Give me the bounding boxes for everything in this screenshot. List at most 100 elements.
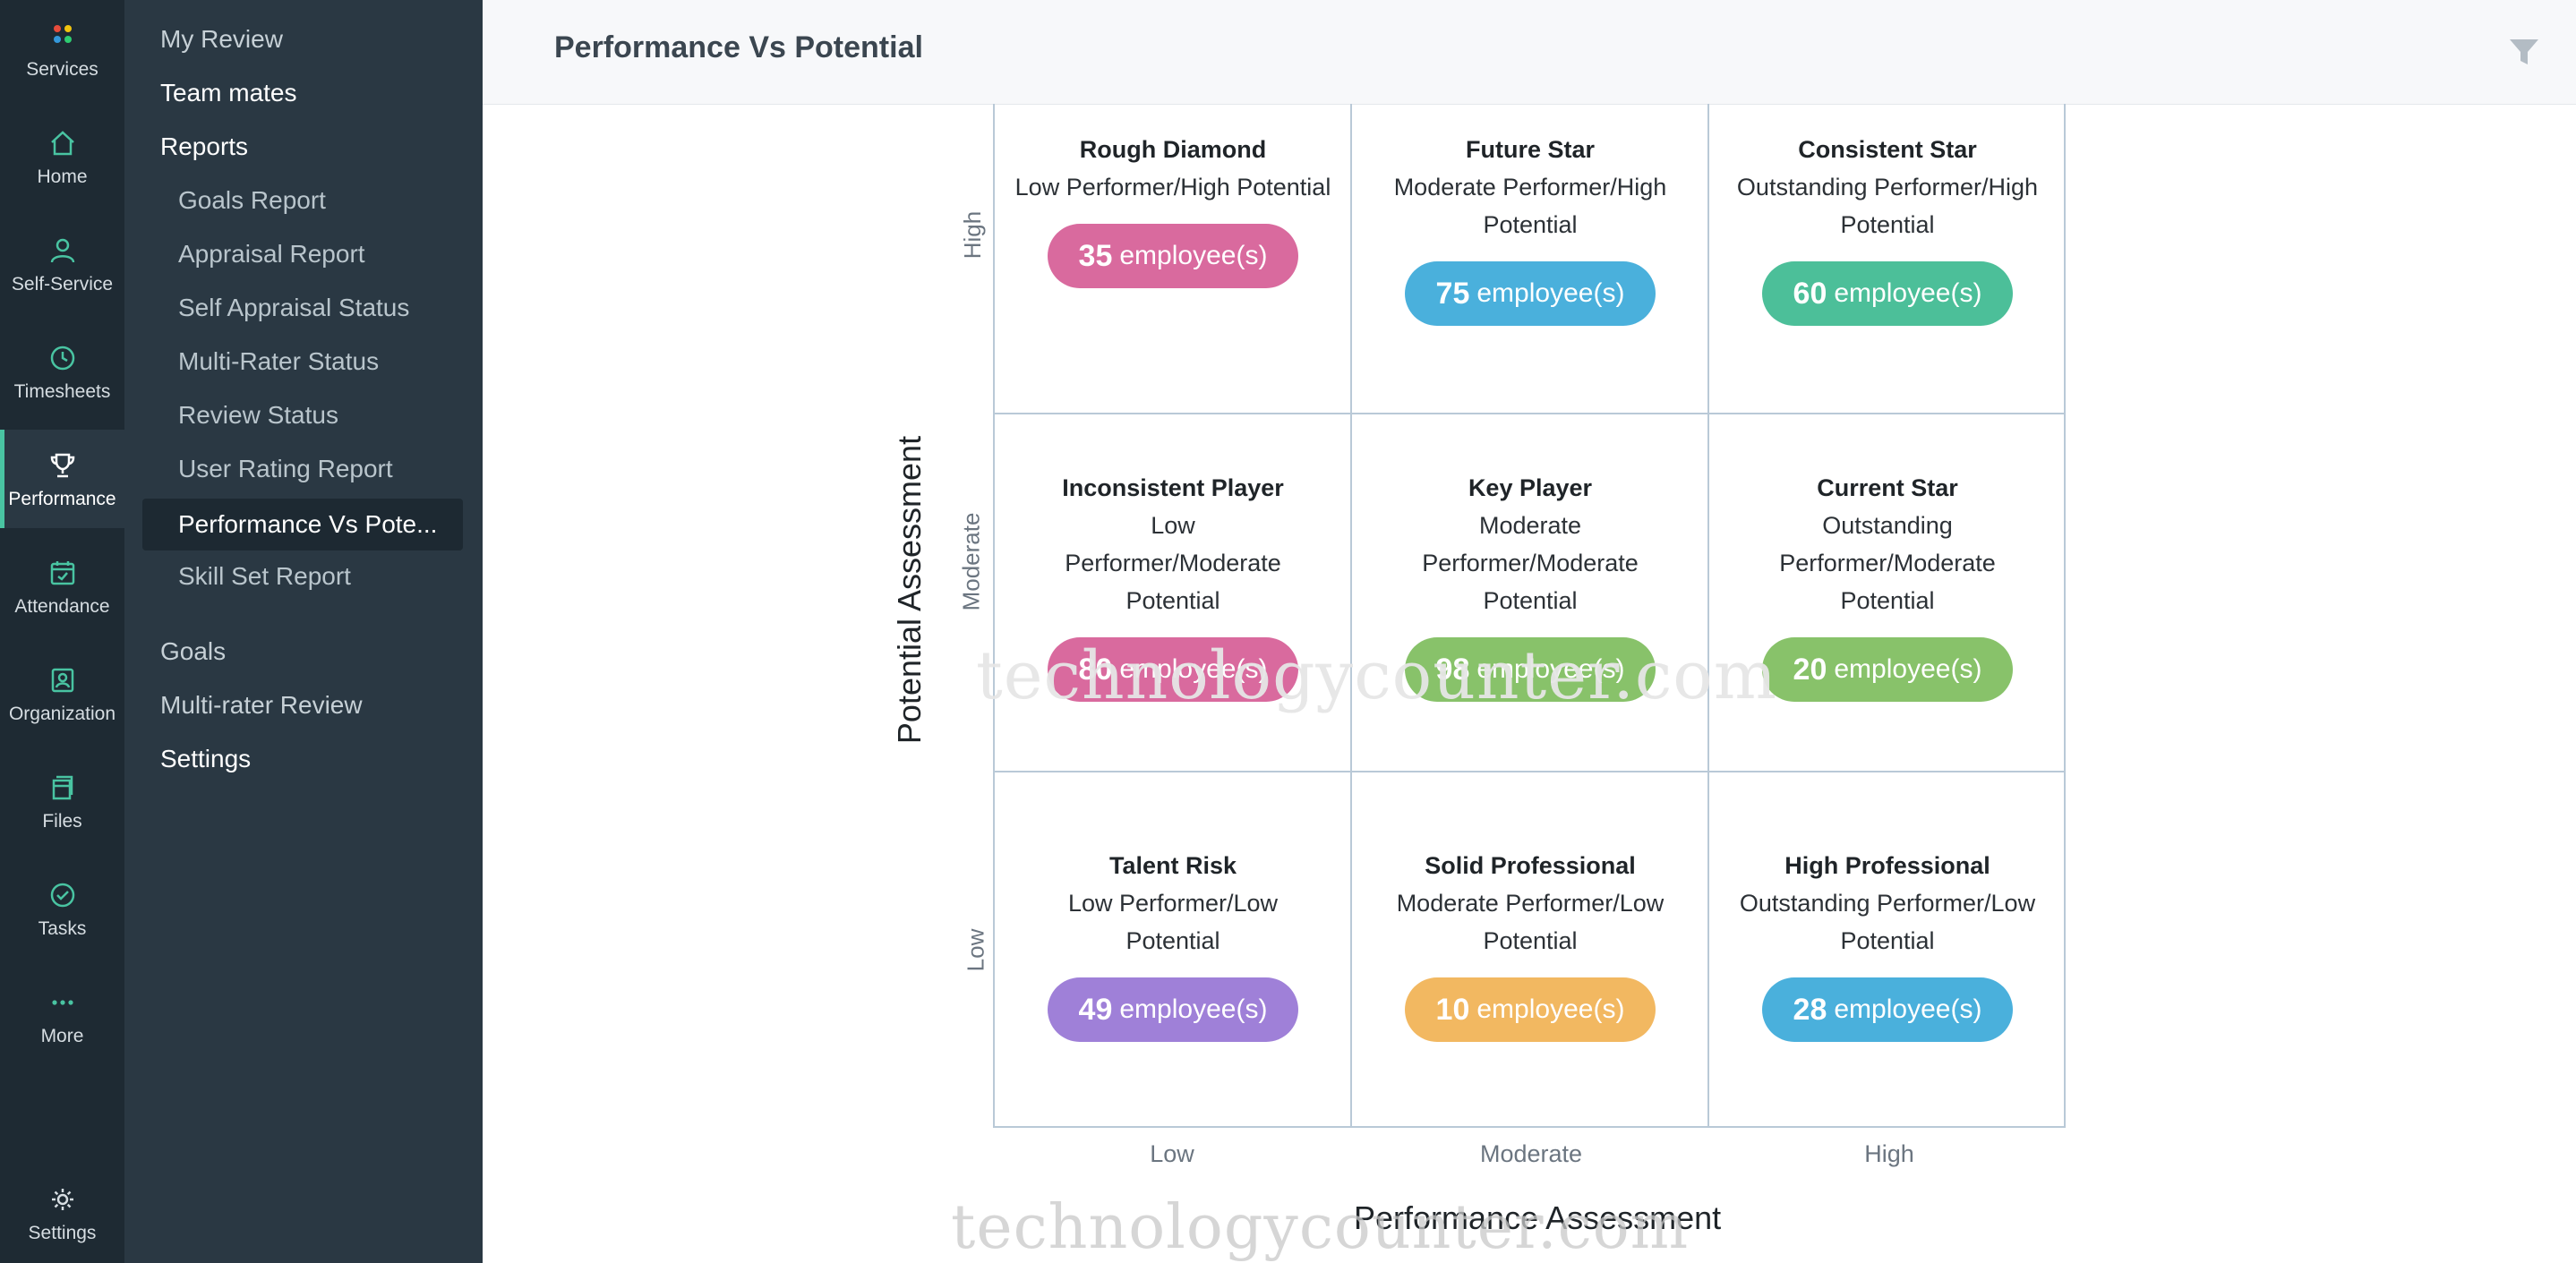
nav-reports[interactable]: Reports bbox=[160, 132, 249, 160]
rail-item-tasks[interactable]: Tasks bbox=[0, 859, 124, 958]
cell-description: Moderate Performer/Moderate Potential bbox=[1422, 512, 1639, 614]
employee-count: 98 bbox=[1435, 652, 1470, 687]
home-icon bbox=[50, 131, 74, 156]
rail-item-files[interactable]: Files bbox=[0, 752, 124, 850]
rail-label: Services bbox=[26, 59, 98, 80]
services-icon bbox=[53, 25, 72, 43]
rail-label: Performance bbox=[8, 489, 116, 509]
employee-count: 28 bbox=[1793, 992, 1827, 1027]
nav-multi-rater-status[interactable]: Multi-Rater Status bbox=[178, 347, 380, 375]
nav-multi-rater-review[interactable]: Multi-rater Review bbox=[160, 691, 363, 719]
y-tick-high: High bbox=[959, 210, 987, 260]
rail-item-home[interactable]: Home bbox=[0, 107, 124, 206]
rail-label: Attendance bbox=[14, 596, 110, 617]
rail-label: More bbox=[40, 1026, 84, 1046]
employee-count: 60 bbox=[1793, 276, 1827, 311]
employee-count-suffix: employee(s) bbox=[1834, 994, 1982, 1024]
page-title: Performance Vs Potential bbox=[554, 30, 923, 64]
nav-my-review[interactable]: My Review bbox=[160, 25, 283, 53]
matrix-cell-consistent-star: Consistent Star Outstanding Performer/Hi… bbox=[1709, 131, 2066, 326]
nav-goals-report[interactable]: Goals Report bbox=[178, 186, 326, 214]
x-tick-low: Low bbox=[1150, 1140, 1194, 1167]
rail-item-self-service[interactable]: Self-Service bbox=[0, 215, 124, 313]
matrix-cell-future-star: Future Star Moderate Performer/High Pote… bbox=[1352, 131, 1708, 326]
rail-label: Self-Service bbox=[11, 274, 114, 294]
nav-goals[interactable]: Goals bbox=[160, 637, 227, 665]
rail-label: Files bbox=[42, 811, 82, 832]
employee-count-button[interactable]: 20 employee(s) bbox=[1762, 637, 2013, 702]
more-icon bbox=[51, 1000, 73, 1005]
cell-description: Low Performer/High Potential bbox=[1014, 174, 1331, 201]
clock-icon bbox=[50, 346, 74, 371]
nav-appraisal-report[interactable]: Appraisal Report bbox=[178, 240, 365, 268]
employee-count-suffix: employee(s) bbox=[1834, 654, 1982, 684]
cell-description: Moderate Performer/Low Potential bbox=[1396, 890, 1665, 954]
x-axis-title: Performance Assessment bbox=[1354, 1199, 1722, 1236]
nav-user-rating-report[interactable]: User Rating Report bbox=[178, 455, 393, 482]
employee-count: 49 bbox=[1078, 992, 1113, 1027]
performance-subnav: My Review Team mates Reports Goals Repor… bbox=[124, 0, 483, 1263]
nav-review-status[interactable]: Review Status bbox=[178, 401, 338, 429]
calendar-icon bbox=[50, 561, 74, 585]
employee-count-suffix: employee(s) bbox=[1834, 278, 1982, 308]
trophy-icon bbox=[50, 453, 74, 478]
cell-description: Moderate Performer/High Potential bbox=[1393, 174, 1667, 238]
rail-label: Organization bbox=[8, 704, 116, 724]
employee-count-button[interactable]: 75 employee(s) bbox=[1405, 261, 1656, 326]
rail-label: Tasks bbox=[38, 918, 87, 939]
employee-count-button[interactable]: 28 employee(s) bbox=[1762, 977, 2013, 1042]
cell-title: Talent Risk bbox=[1108, 852, 1237, 879]
nav-performance-vs-potential[interactable]: Performance Vs Pote... bbox=[142, 499, 463, 550]
employee-count-button[interactable]: 49 employee(s) bbox=[1048, 977, 1298, 1042]
rail-item-organization[interactable]: Organization bbox=[0, 644, 124, 743]
employee-count-suffix: employee(s) bbox=[1119, 654, 1268, 684]
rail-item-performance[interactable]: Performance bbox=[0, 430, 124, 528]
rail-label: Home bbox=[37, 166, 88, 187]
cell-title: Key Player bbox=[1468, 474, 1593, 501]
employee-count: 10 bbox=[1435, 992, 1470, 1027]
rail-item-services[interactable]: Services bbox=[0, 0, 124, 98]
cell-description: Outstanding Performer/Low Potential bbox=[1739, 890, 2036, 954]
tasks-icon bbox=[50, 883, 74, 908]
matrix-cell-high-professional: High Professional Outstanding Performer/… bbox=[1709, 847, 2066, 1042]
employee-count-suffix: employee(s) bbox=[1119, 994, 1268, 1024]
employee-count-button[interactable]: 60 employee(s) bbox=[1762, 261, 2013, 326]
employee-count: 35 bbox=[1078, 238, 1113, 273]
gear-icon bbox=[51, 1189, 73, 1210]
rail-item-timesheets[interactable]: Timesheets bbox=[0, 322, 124, 421]
user-icon bbox=[50, 238, 74, 263]
nav-self-appraisal-status[interactable]: Self Appraisal Status bbox=[178, 294, 410, 321]
cell-description: Low Performer/Moderate Potential bbox=[1065, 512, 1281, 614]
employee-count-suffix: employee(s) bbox=[1476, 994, 1625, 1024]
employee-count-suffix: employee(s) bbox=[1476, 278, 1625, 308]
employee-count-button[interactable]: 35 employee(s) bbox=[1048, 224, 1298, 288]
employee-count-button[interactable]: 80 employee(s) bbox=[1048, 637, 1298, 702]
employee-count-suffix: employee(s) bbox=[1119, 241, 1268, 270]
nav-skill-set-report[interactable]: Skill Set Report bbox=[178, 562, 351, 590]
employee-count-button[interactable]: 98 employee(s) bbox=[1405, 637, 1656, 702]
cell-title: Inconsistent Player bbox=[1062, 474, 1284, 501]
matrix-cell-current-star: Current Star Outstanding Performer/Moder… bbox=[1709, 469, 2066, 702]
nav-team-mates[interactable]: Team mates bbox=[160, 79, 297, 107]
nav-settings[interactable]: Settings bbox=[160, 745, 252, 772]
performance-potential-matrix: Rough Diamond Low Performer/High Potenti… bbox=[993, 104, 2066, 1128]
matrix-cell-talent-risk: Talent Risk Low Performer/Low Potential … bbox=[995, 847, 1351, 1042]
y-tick-moderate: Moderate bbox=[957, 512, 985, 611]
grid-line bbox=[995, 413, 2064, 414]
matrix-cell-solid-professional: Solid Professional Moderate Performer/Lo… bbox=[1352, 847, 1708, 1042]
cell-title: Rough Diamond bbox=[1079, 136, 1267, 163]
organization-icon bbox=[51, 668, 73, 693]
rail-item-more[interactable]: More bbox=[0, 967, 124, 1065]
filter-icon[interactable] bbox=[2506, 34, 2542, 70]
y-axis-title: Potential Assessment bbox=[891, 435, 929, 745]
rail-label: Timesheets bbox=[13, 381, 111, 402]
rail-item-settings[interactable]: Settings bbox=[0, 1164, 124, 1262]
matrix-cell-inconsistent-player: Inconsistent Player Low Performer/Modera… bbox=[995, 469, 1351, 702]
cell-title: Solid Professional bbox=[1425, 852, 1636, 879]
rail-item-attendance[interactable]: Attendance bbox=[0, 537, 124, 636]
employee-count-button[interactable]: 10 employee(s) bbox=[1405, 977, 1656, 1042]
cell-title: High Professional bbox=[1784, 852, 1990, 879]
matrix-cell-key-player: Key Player Moderate Performer/Moderate P… bbox=[1352, 469, 1708, 702]
y-tick-low: Low bbox=[962, 928, 989, 972]
page-header: Performance Vs Potential bbox=[483, 0, 2576, 105]
